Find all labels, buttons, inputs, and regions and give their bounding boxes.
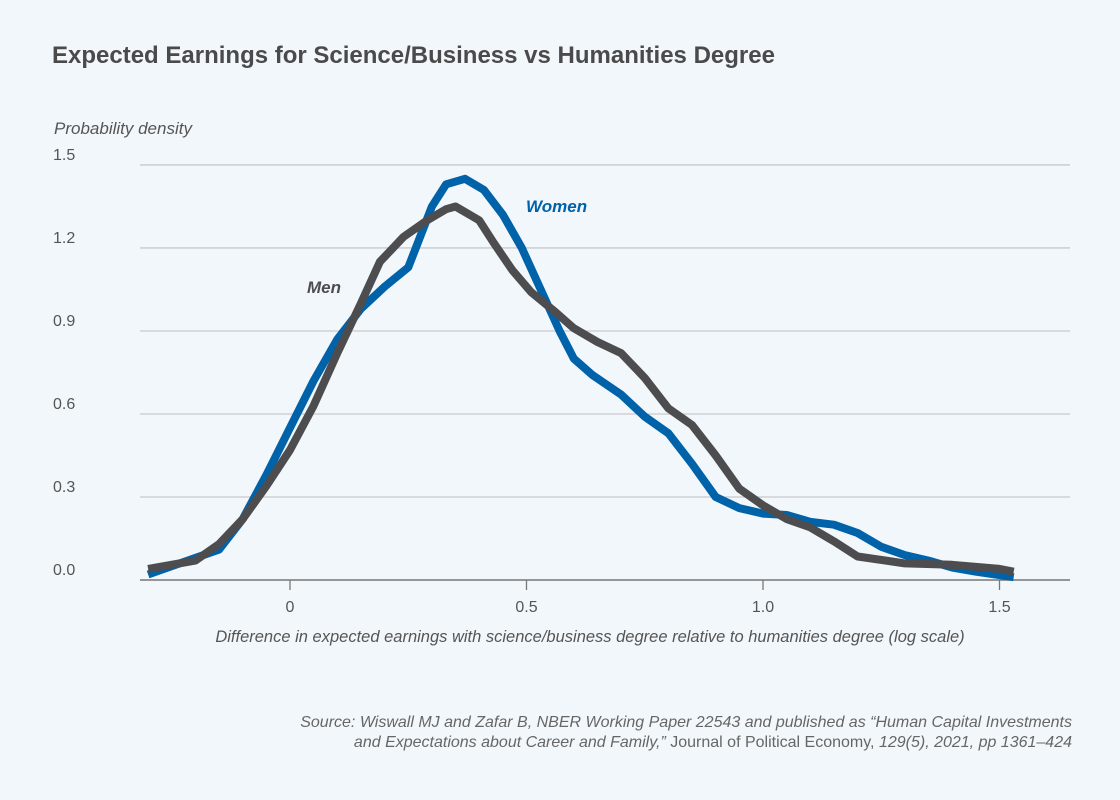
y-tick-label: 0.0 [53,562,75,579]
source-note: Source: Wiswall MJ and Zafar B, NBER Wor… [300,713,1072,753]
y-tick-label: 0.6 [53,396,75,413]
series-label-women: Women [526,197,587,216]
y-tick-label: 0.3 [53,479,75,496]
series-line-men [147,202,1015,576]
y-tick-label: 0.9 [53,313,75,330]
series-label-men: Men [307,278,341,297]
x-tick-label: 0.5 [515,599,537,616]
y-axis-label: Probability density [54,119,192,138]
source-line-1: Source: Wiswall MJ and Zafar B, NBER Wor… [300,714,1072,731]
source-journal: Journal of Political Economy, [665,734,879,751]
chart-title: Expected Earnings for Science/Business v… [52,42,775,69]
y-tick-label: 1.5 [53,147,75,164]
x-tick-label: 1.0 [752,599,774,616]
x-axis-label: Difference in expected earnings with sci… [215,628,965,646]
x-tick-label: 0 [286,599,295,616]
x-tick-label: 1.5 [988,599,1010,616]
source-line-2: and Expectations about Career and Family… [353,734,666,751]
source-details: 129(5), 2021, pp 1361–424 [878,734,1072,751]
series-line-women [146,174,1015,582]
y-tick-label: 1.2 [53,230,75,247]
